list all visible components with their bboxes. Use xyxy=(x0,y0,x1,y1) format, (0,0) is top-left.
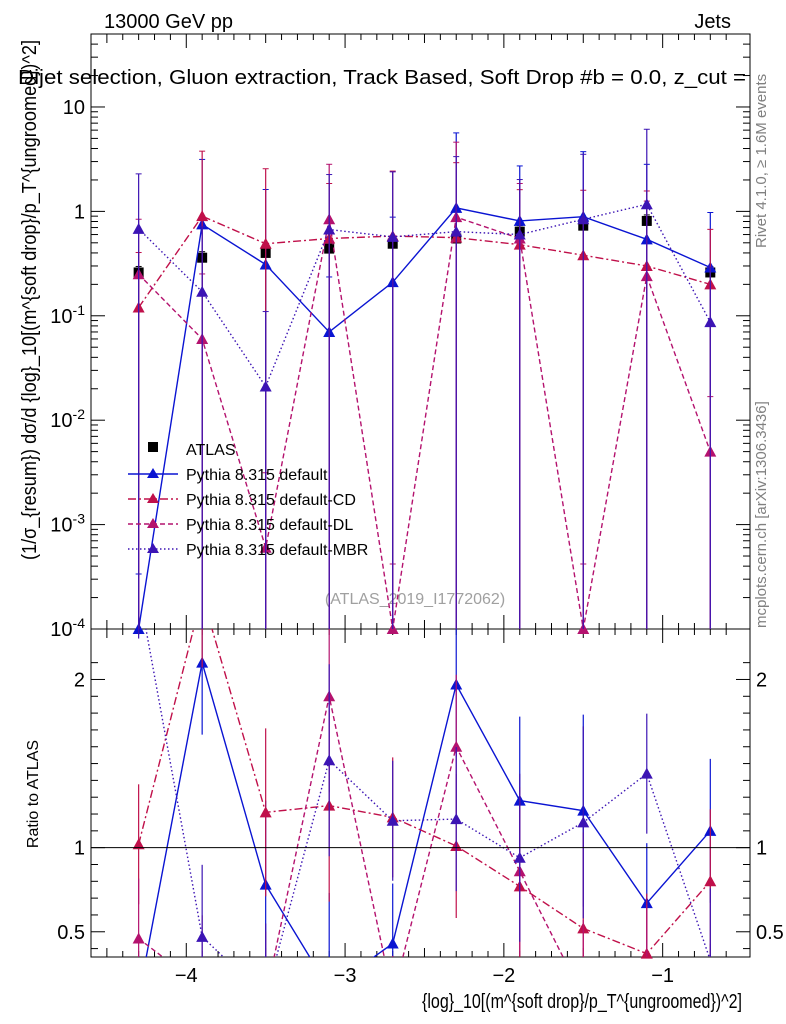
main-series-layer xyxy=(132,128,717,634)
ratio-y-tick-label-right: 2 xyxy=(756,669,767,691)
ratio-axis-ticks: 0.5 0.5 1 1 2 2 −4 −3 −2 −1 xyxy=(57,629,784,987)
ratio-y-tick-label: 2 xyxy=(74,669,85,691)
legend-marker-cd xyxy=(147,493,159,503)
x-tick-label: −3 xyxy=(334,965,357,987)
legend-marker-dl xyxy=(147,518,159,528)
ratio-series-line xyxy=(145,629,710,957)
data-point xyxy=(450,225,463,237)
ratio-point xyxy=(704,875,717,887)
data-point xyxy=(196,210,209,222)
legend-label-default: Pythia 8.315 default xyxy=(186,467,328,484)
ratio-point xyxy=(132,932,145,944)
y-tick-label: 10-2 xyxy=(50,406,85,432)
rivet-label: Rivet 4.1.0, ≥ 1.6M events xyxy=(753,74,770,248)
legend-label-dl: Pythia 8.315 default-DL xyxy=(186,517,353,534)
legend-marker-default xyxy=(147,468,159,478)
data-point xyxy=(386,230,399,242)
ratio-series-CD xyxy=(132,629,717,959)
ratio-series-DL xyxy=(132,629,711,957)
data-point xyxy=(513,228,526,240)
data-point xyxy=(577,213,590,225)
legend: ATLAS Pythia 8.315 default Pythia 8.315 … xyxy=(128,442,368,559)
series-MBR xyxy=(132,128,717,629)
x-tick-label: −1 xyxy=(651,965,674,987)
data-point xyxy=(640,198,653,210)
data-point xyxy=(132,222,145,234)
watermark: (ATLAS_2019_I1772062) xyxy=(325,591,505,608)
x-tick-label: −2 xyxy=(492,965,515,987)
series-line xyxy=(138,216,711,630)
series-DL xyxy=(132,141,717,634)
y-axis-label-main: (1/σ_{resum}) dσ/d {log}_10[(m^{soft dro… xyxy=(19,40,41,560)
mcplots-label: mcplots.cern.ch [arXiv:1306.3436] xyxy=(753,401,770,628)
data-point xyxy=(196,285,209,297)
legend-label-cd: Pythia 8.315 default-CD xyxy=(186,492,356,509)
ratio-y-tick-label: 1 xyxy=(74,838,85,860)
ratio-point xyxy=(323,754,336,766)
y-tick-label: 10-4 xyxy=(50,615,85,641)
ratio-series-line xyxy=(138,696,564,957)
ratio-panel-frame xyxy=(90,628,751,958)
ratio-series-MBR xyxy=(138,629,711,957)
ratio-point xyxy=(386,814,399,826)
series-line xyxy=(138,203,711,389)
y-tick-label: 10-1 xyxy=(50,302,85,328)
main-panel-frame xyxy=(90,33,751,630)
y-tick-label: 10-3 xyxy=(50,511,85,537)
y-axis-label-ratio: Ratio to ATLAS xyxy=(25,740,42,848)
ratio-y-tick-label: 0.5 xyxy=(57,922,85,944)
x-tick-label: −4 xyxy=(175,965,198,987)
category-label: Jets xyxy=(694,11,731,33)
data-point xyxy=(704,316,717,328)
series-line xyxy=(138,215,711,308)
legend-marker-mbr xyxy=(147,543,159,553)
y-tick-label: 10 xyxy=(63,97,85,119)
ratio-series-line xyxy=(137,629,711,955)
data-point xyxy=(259,237,272,249)
legend-marker-atlas xyxy=(148,442,158,452)
legend-label-mbr: Pythia 8.315 default-MBR xyxy=(186,542,368,559)
ratio-series-default xyxy=(138,629,717,957)
ratio-series-line xyxy=(145,662,711,957)
energy-label: 13000 GeV pp xyxy=(104,11,233,33)
ratio-y-tick-label-right: 1 xyxy=(756,838,767,860)
series-line xyxy=(137,207,711,630)
x-axis-label: {log}_10[(m^{soft drop}/p_T^{ungroomed})… xyxy=(422,991,742,1013)
plot-title: Dijet selection, Gluon extraction, Track… xyxy=(18,67,746,89)
data-point xyxy=(259,380,272,392)
y-tick-label: 1 xyxy=(74,201,85,223)
ratio-series-layer xyxy=(132,629,717,959)
ratio-y-tick-label-right: 0.5 xyxy=(756,922,784,944)
legend-label-atlas: ATLAS xyxy=(186,442,236,459)
data-point xyxy=(323,223,336,235)
